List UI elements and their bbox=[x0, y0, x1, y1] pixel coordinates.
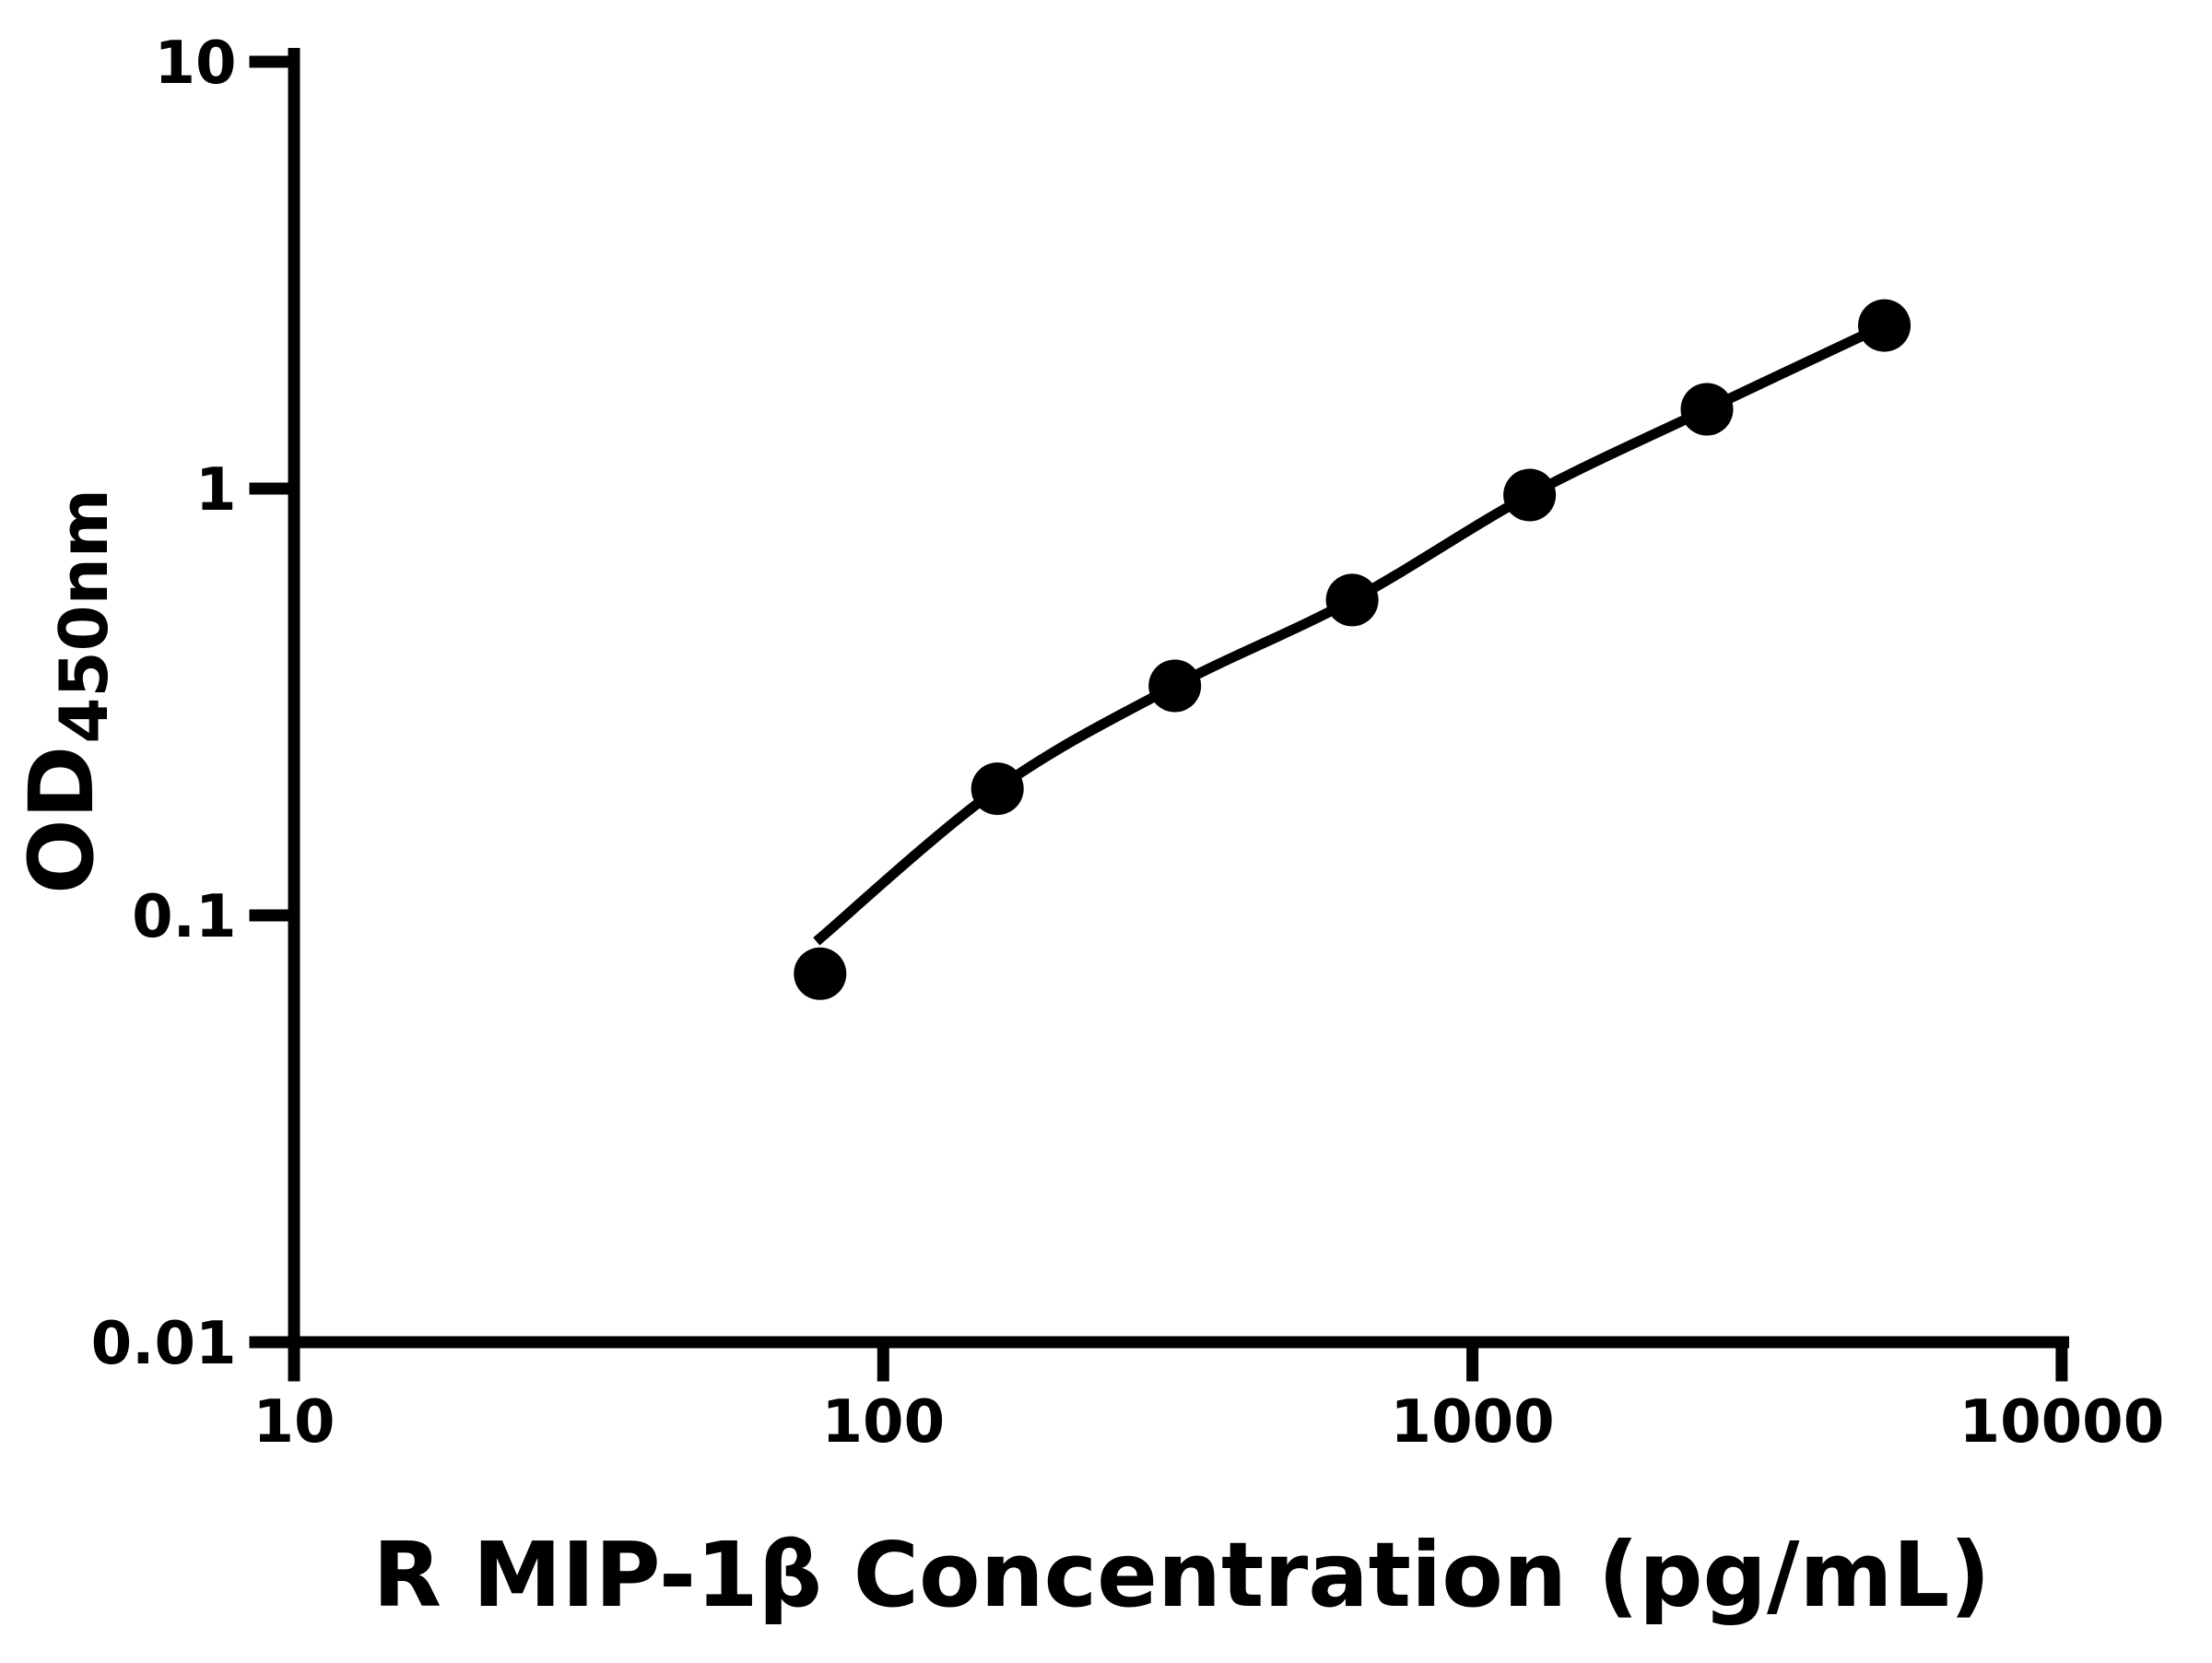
y-tick-label-1: 1 bbox=[195, 456, 237, 525]
data-point-2500 bbox=[1680, 383, 1734, 436]
x-tick-label-10: 10 bbox=[253, 1388, 335, 1457]
y-axis-title: OD450nm bbox=[10, 489, 123, 894]
data-point-5000 bbox=[1858, 299, 1911, 352]
y-tick-label-0.01: 0.01 bbox=[91, 1310, 237, 1378]
y-axis-title-subscript: 450nm bbox=[45, 489, 123, 744]
x-tick-label-100: 100 bbox=[822, 1388, 946, 1457]
x-tick-label-10000: 10000 bbox=[1959, 1388, 2165, 1457]
y-tick-label-10: 10 bbox=[154, 29, 236, 98]
data-point-78.125 bbox=[794, 947, 847, 1000]
data-point-156.25 bbox=[971, 762, 1024, 816]
x-axis-title: R MIP-1β Concentration (pg/mL) bbox=[372, 1523, 1990, 1627]
data-point-1250 bbox=[1503, 468, 1557, 522]
x-tick-label-1000: 1000 bbox=[1391, 1388, 1555, 1457]
data-point-312.5 bbox=[1148, 659, 1202, 713]
data-point-625 bbox=[1325, 573, 1379, 627]
y-axis-title-main: OD bbox=[10, 746, 113, 894]
y-tick-label-0.1: 0.1 bbox=[132, 883, 236, 951]
